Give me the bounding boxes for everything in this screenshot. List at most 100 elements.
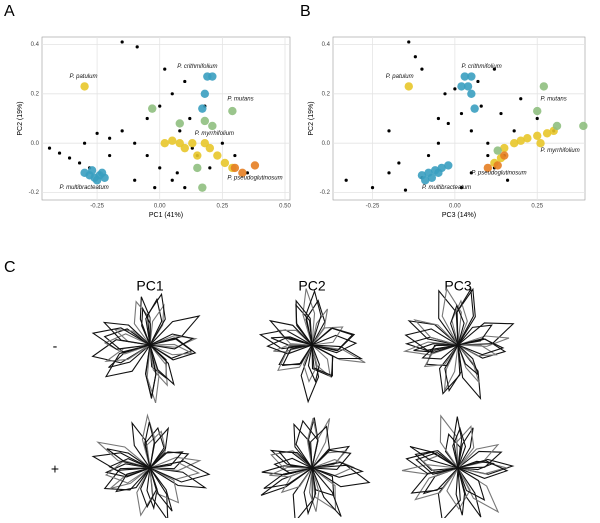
group-point (483, 163, 493, 173)
lobe (149, 335, 198, 348)
point (158, 104, 162, 108)
lobe (140, 466, 157, 509)
annotation: P. myrrhifolium (195, 131, 234, 137)
point (492, 67, 497, 71)
point (108, 136, 112, 140)
lobe (149, 467, 208, 489)
point (233, 153, 237, 158)
point (420, 67, 424, 71)
point (407, 40, 411, 44)
group-point (228, 106, 237, 116)
lobe (456, 450, 503, 469)
point (47, 146, 52, 150)
x-tick-label: 0.00 (449, 204, 461, 210)
point (403, 188, 408, 192)
lobe (303, 467, 317, 516)
group-point (87, 166, 97, 175)
lobe (104, 344, 152, 378)
lobe (421, 344, 460, 360)
lobe (108, 458, 152, 477)
group-point (533, 106, 542, 116)
lobe (295, 299, 313, 347)
leaf-outline (266, 289, 364, 384)
x-axis-label: PC3 (14%) (442, 212, 476, 219)
lobe (268, 319, 314, 347)
point (505, 178, 510, 182)
group-point (250, 161, 260, 170)
point (245, 171, 250, 175)
plot-area (332, 36, 586, 201)
group-point (180, 143, 189, 153)
lobe (295, 419, 319, 470)
point (163, 67, 167, 71)
lobe (311, 344, 333, 377)
lobe (444, 343, 462, 392)
group-point (536, 138, 545, 148)
lobe (103, 467, 152, 491)
lobe (455, 467, 466, 516)
group-point (463, 82, 473, 91)
annotation: P. crithmifolium (177, 64, 217, 70)
lobe (146, 344, 160, 404)
point (183, 186, 187, 190)
point (443, 92, 447, 96)
point (108, 153, 112, 158)
lobe (452, 416, 463, 469)
point (413, 55, 417, 59)
lobe (104, 459, 152, 484)
annotation: P. pseudoglutinosum (227, 175, 282, 181)
point (135, 45, 139, 49)
y-axis-label: PC2 (19%) (308, 101, 315, 135)
point (145, 153, 149, 158)
group-point (421, 176, 430, 185)
group-point (200, 89, 210, 99)
point (95, 131, 99, 135)
lobe (309, 467, 320, 512)
leaf-outline (273, 288, 366, 383)
lobe (141, 306, 151, 346)
lobe (456, 337, 505, 356)
group-point (200, 116, 210, 126)
lobe (145, 344, 157, 399)
lobe (455, 425, 475, 470)
point (436, 116, 441, 121)
point (459, 186, 464, 190)
point (453, 87, 457, 91)
point (499, 111, 503, 116)
group-point (467, 72, 476, 81)
lobe (456, 287, 474, 348)
group-point (238, 168, 247, 178)
lobe (310, 327, 356, 351)
lobe (273, 457, 314, 475)
group-point (493, 146, 502, 155)
group-point (80, 82, 89, 91)
point (77, 161, 82, 165)
lobe (455, 344, 498, 357)
lobe (443, 344, 459, 392)
group-point (523, 134, 532, 143)
group-point (427, 173, 437, 182)
lobe (311, 467, 342, 517)
group-point (168, 136, 177, 145)
lobe (148, 338, 197, 361)
point (446, 121, 450, 126)
y-tick-label: -0.2 (320, 190, 331, 196)
group-point (148, 104, 157, 113)
lobe (457, 344, 480, 383)
point (512, 129, 516, 133)
lobe (270, 450, 314, 472)
point (208, 166, 212, 170)
group-point (97, 168, 107, 178)
group-point (470, 104, 479, 113)
point (486, 153, 490, 158)
group-point (500, 143, 509, 153)
lobe (148, 460, 211, 483)
point (344, 178, 348, 182)
lobe (409, 445, 459, 469)
point (158, 166, 162, 170)
x-tick-label: 0.50 (279, 204, 291, 210)
point (145, 116, 149, 121)
lobe (115, 467, 152, 493)
lobe (258, 329, 314, 350)
